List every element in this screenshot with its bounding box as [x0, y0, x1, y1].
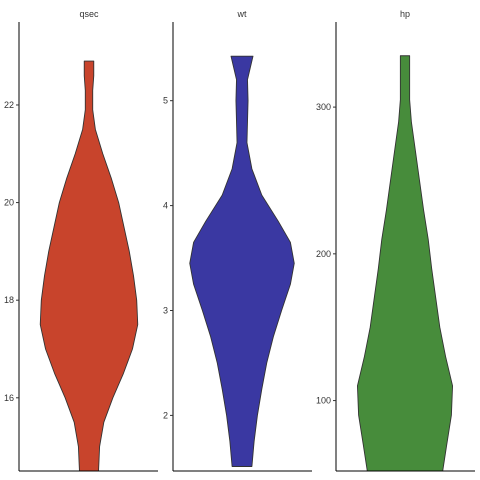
y-tick-label: 5 — [163, 96, 168, 106]
y-tick-label: 200 — [316, 249, 331, 259]
y-tick-label: 2 — [163, 410, 168, 420]
panel-wt: wt 2 3 4 5 — [163, 9, 312, 472]
y-tick-label: 3 — [163, 305, 168, 315]
y-tick-label: 300 — [316, 102, 331, 112]
y-tick-label: 100 — [316, 396, 331, 406]
y-tick-label: 22 — [4, 100, 14, 110]
violin-hp — [356, 55, 454, 472]
panel-title-wt: wt — [237, 9, 247, 19]
panel-title-qsec: qsec — [79, 9, 99, 19]
y-tick-label: 4 — [163, 201, 168, 211]
violin-qsec — [39, 60, 139, 472]
panel-qsec: qsec 16 18 20 22 — [4, 9, 158, 472]
y-tick-label: 16 — [4, 393, 14, 403]
panel-hp: hp 100 200 300 — [316, 9, 475, 472]
panel-title-hp: hp — [400, 9, 410, 19]
violin-wt — [189, 55, 295, 467]
y-tick-label: 20 — [4, 198, 14, 208]
y-tick-label: 18 — [4, 295, 14, 305]
